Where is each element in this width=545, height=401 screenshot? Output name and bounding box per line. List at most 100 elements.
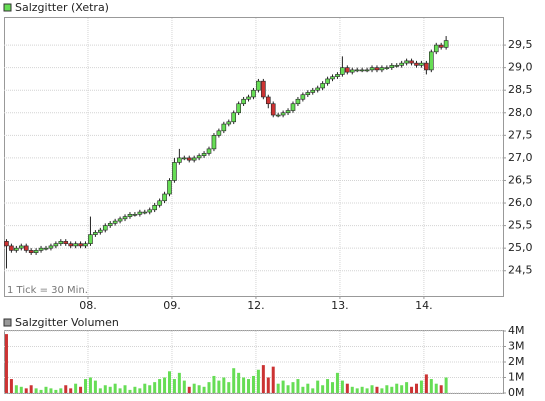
volume-bar — [54, 389, 58, 393]
volume-bar — [192, 383, 196, 393]
volume-bar — [414, 383, 418, 393]
candle-body — [433, 44, 439, 53]
volume-bar — [232, 368, 236, 393]
candle-body — [216, 130, 222, 136]
candle-body — [285, 110, 291, 114]
candle-body — [48, 245, 54, 249]
y-tick-label: 1M — [508, 371, 525, 384]
volume-bar — [419, 380, 423, 393]
volume-bar — [439, 385, 443, 393]
candle-body — [53, 243, 59, 247]
candle-body — [349, 69, 355, 73]
volume-bar — [380, 388, 384, 393]
volume-bar — [326, 379, 330, 393]
candle-body — [63, 241, 69, 244]
x-tick-label: 09. — [163, 299, 181, 312]
volume-bar — [187, 386, 191, 393]
candle-body — [38, 247, 44, 251]
volume-bar — [345, 383, 349, 393]
volume-bar — [434, 383, 438, 393]
candle-body — [280, 112, 286, 116]
candle-body — [384, 67, 390, 69]
candle-body — [226, 121, 232, 125]
volume-bar — [375, 386, 379, 393]
candle-body — [9, 245, 14, 251]
volume-bar — [222, 377, 226, 393]
candle-body — [201, 153, 207, 156]
volume-bar — [158, 379, 162, 393]
y-tick-label: 29,0 — [508, 61, 533, 74]
volume-bar — [143, 383, 147, 393]
volume-bar — [247, 379, 251, 393]
candle-body — [261, 80, 266, 98]
volume-bar — [118, 388, 122, 393]
volume-bar — [410, 386, 414, 393]
volume-bar — [197, 385, 201, 393]
volume-bar — [385, 385, 389, 393]
candle-body — [88, 234, 93, 244]
volume-bar — [365, 388, 369, 393]
volume-bar — [14, 385, 18, 393]
candle-body — [206, 148, 212, 154]
volume-bar — [4, 334, 8, 393]
y-tick-label: 0M — [508, 386, 525, 399]
candle-body — [177, 157, 182, 163]
volume-bar — [167, 371, 171, 393]
volume-bar — [340, 380, 344, 393]
candle-body — [196, 155, 202, 159]
y-tick-label: 25,5 — [508, 219, 533, 232]
candle-body — [33, 250, 39, 253]
volume-bar — [182, 380, 186, 393]
candle-body — [231, 112, 237, 123]
volume-bar — [19, 386, 23, 393]
candle-body — [270, 103, 276, 116]
candle-body — [83, 243, 88, 247]
volume-bar — [9, 379, 13, 393]
volume-bar — [98, 388, 102, 393]
volume-bar — [24, 388, 28, 393]
candle-body — [147, 209, 153, 213]
y-tick-label: 2M — [508, 355, 525, 368]
candle-body — [256, 80, 261, 91]
candle-body — [186, 157, 192, 161]
volume-bar — [64, 385, 68, 393]
candle-body — [221, 123, 227, 132]
volume-bar — [256, 369, 260, 393]
y-tick-label: 27,5 — [508, 128, 533, 141]
candle-body — [443, 40, 449, 48]
volume-bar — [148, 385, 152, 393]
candle-body — [295, 98, 301, 105]
volume-bar — [261, 365, 265, 393]
candle-body — [265, 96, 271, 105]
candle-body — [162, 193, 167, 202]
x-tick-label: 08. — [79, 299, 97, 312]
candle-body — [122, 216, 128, 220]
volume-bar — [39, 389, 43, 393]
y-tick-label: 26,5 — [508, 173, 533, 186]
candle-body — [117, 218, 123, 222]
volume-bar — [429, 379, 433, 393]
volume-bar — [390, 386, 394, 393]
y-tick-label: 26,0 — [508, 196, 533, 209]
candle-body — [310, 89, 316, 93]
volume-bar — [34, 388, 38, 393]
volume-bar — [321, 385, 325, 393]
candle-body — [379, 67, 385, 71]
candle-body — [211, 135, 217, 150]
candle-body — [142, 211, 148, 214]
candle-body — [300, 94, 306, 100]
candle-body — [394, 65, 400, 67]
candle-body — [340, 67, 345, 75]
volume-bar — [424, 374, 428, 393]
volume-bar — [172, 379, 176, 393]
volume-bar — [291, 382, 295, 393]
volume-bar — [301, 386, 305, 393]
volume-bar — [177, 372, 181, 393]
volume-bar — [163, 377, 167, 393]
candle-body — [354, 69, 360, 72]
candle-body — [93, 232, 98, 235]
volume-bar — [103, 385, 107, 393]
volume-bar — [49, 388, 53, 393]
candle-body — [335, 74, 340, 77]
